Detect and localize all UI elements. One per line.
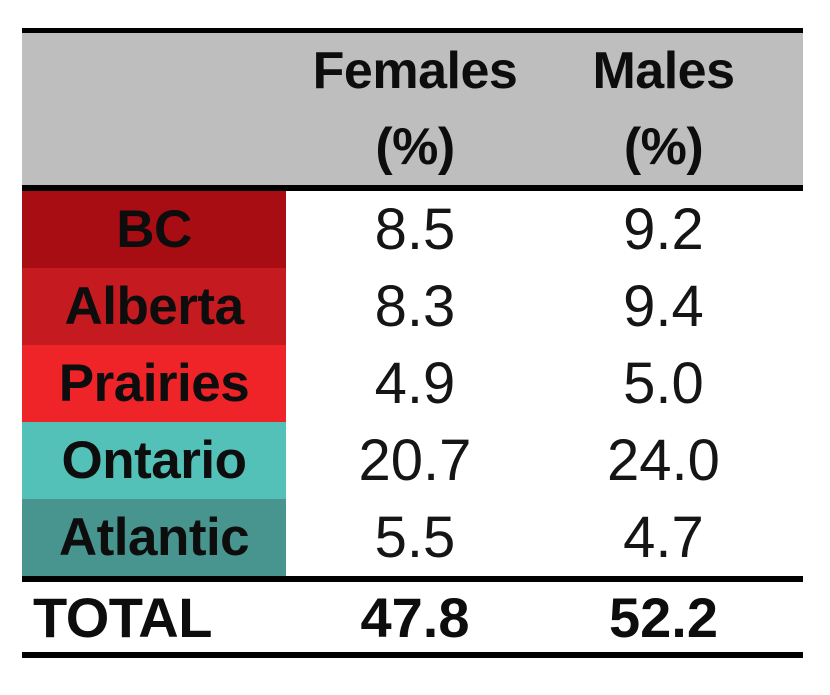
bc-females-value: 8.5 xyxy=(374,197,456,262)
table-row-ontario: Ontario 20.7 24.0 xyxy=(22,422,803,499)
ontario-males-value: 24.0 xyxy=(607,428,720,493)
header-separator-rule xyxy=(22,185,803,191)
row-label-prairies: Prairies xyxy=(22,345,286,422)
column-header-males: Males (%) xyxy=(544,33,803,185)
atlantic-females-value: 5.5 xyxy=(374,505,456,570)
column-header-females: Females (%) xyxy=(286,33,544,185)
table-row-atlantic: Atlantic 5.5 4.7 xyxy=(22,499,803,576)
males-header-unit: (%) xyxy=(623,118,704,176)
alberta-males-value: 9.4 xyxy=(623,274,704,339)
table-row-bc: BC 8.5 9.2 xyxy=(22,191,803,268)
row-label-alberta: Alberta xyxy=(22,268,286,345)
row-label-ontario: Ontario xyxy=(22,422,286,499)
ontario-females-value: 20.7 xyxy=(358,428,472,493)
table-row-prairies: Prairies 4.9 5.0 xyxy=(22,345,803,422)
row-label-bc: BC xyxy=(22,191,286,268)
males-header-title: Males xyxy=(592,42,735,100)
table-row-alberta: Alberta 8.3 9.4 xyxy=(22,268,803,345)
bottom-rule xyxy=(22,652,803,658)
total-females-value: 47.8 xyxy=(360,585,470,649)
atlantic-males-value: 4.7 xyxy=(623,505,704,570)
row-label-atlantic: Atlantic xyxy=(22,499,286,576)
prairies-males-value: 5.0 xyxy=(623,351,704,416)
prairies-females-value: 4.9 xyxy=(374,351,456,416)
total-males-value: 52.2 xyxy=(609,585,718,649)
alberta-females-value: 8.3 xyxy=(374,274,456,339)
females-header-unit: (%) xyxy=(375,118,455,176)
table-row-total: TOTAL 47.8 52.2 xyxy=(22,582,803,652)
region-sex-distribution-table: Females (%) Males (%) BC 8.5 9.2 Alberta… xyxy=(22,28,803,658)
females-header-title: Females xyxy=(312,42,518,100)
header-empty-cell xyxy=(22,33,286,185)
total-label: TOTAL xyxy=(33,585,212,649)
bc-males-value: 9.2 xyxy=(623,197,704,262)
header-row: Females (%) Males (%) xyxy=(22,33,803,185)
top-rule xyxy=(22,28,803,33)
total-separator-rule xyxy=(22,576,803,582)
